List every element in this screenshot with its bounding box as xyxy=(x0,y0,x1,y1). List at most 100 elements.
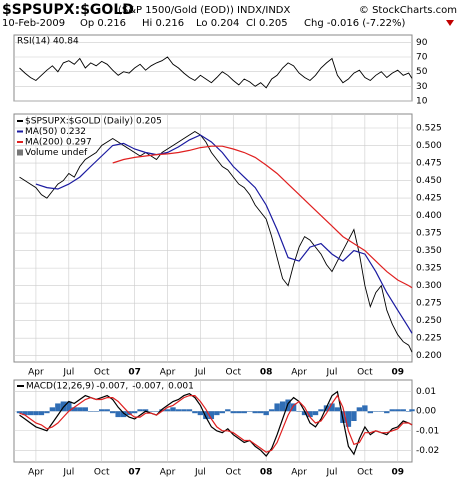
histogram-bar xyxy=(312,411,319,416)
legend-label: -0.007, xyxy=(96,382,128,392)
description: (S&P 1500/Gold (EOD)) INDX/INDX xyxy=(118,5,290,16)
y-tick-label: 0.475 xyxy=(416,159,442,169)
y-tick-label: 0.350 xyxy=(416,246,442,256)
y-tick-label: 0.450 xyxy=(416,176,442,186)
histogram-bar xyxy=(16,411,23,414)
histogram-bar xyxy=(367,411,374,414)
series-line xyxy=(35,134,413,334)
x-tick-label: Apr xyxy=(291,368,307,378)
x-tick-label: 08 xyxy=(260,368,273,378)
histogram-bar xyxy=(389,409,395,412)
histogram-bar xyxy=(175,409,182,412)
histogram-bar xyxy=(351,411,357,421)
histogram-bar xyxy=(186,409,193,412)
histogram-bar xyxy=(219,411,226,414)
x-tick-label: 07 xyxy=(128,468,141,478)
quote-item: Chg -0.016 (-7.22%) xyxy=(304,18,406,29)
histogram-bar xyxy=(236,411,242,414)
histogram-bar xyxy=(71,407,78,412)
legend-label: MA(200) 0.297 xyxy=(25,138,92,148)
x-tick-label: 08 xyxy=(260,468,273,478)
y-tick-label: 0.525 xyxy=(416,124,442,134)
histogram-bar xyxy=(159,409,165,412)
y-tick-label: 0.400 xyxy=(416,211,442,221)
histogram-bar xyxy=(148,411,154,412)
series-line xyxy=(112,145,413,289)
panel-title: MACD(12,26,9) xyxy=(26,382,94,392)
histogram-bar xyxy=(104,409,110,412)
y-tick-label: 0.325 xyxy=(416,264,442,274)
histogram-bar xyxy=(164,409,171,412)
histogram-bar xyxy=(44,411,50,414)
y-tick-label: 0.01 xyxy=(416,387,436,397)
x-tick-label: Oct xyxy=(94,468,110,478)
y-tick-label: -0.02 xyxy=(416,446,439,456)
histogram-bar xyxy=(247,411,253,412)
legend-label: MA(50) 0.232 xyxy=(25,127,86,137)
histogram-bar xyxy=(395,409,401,412)
y-tick-label: 0.375 xyxy=(416,229,442,239)
histogram-bar xyxy=(230,411,236,414)
y-tick-label: 0.300 xyxy=(416,281,442,291)
histogram-bar xyxy=(66,401,72,412)
x-tick-label: Jul xyxy=(326,468,338,478)
y-tick-label: 50 xyxy=(416,67,428,77)
histogram-bar xyxy=(22,411,28,416)
histogram-bar xyxy=(290,403,297,412)
x-tick-label: Jul xyxy=(194,368,206,378)
y-tick-label: 10 xyxy=(416,97,428,107)
histogram-bar xyxy=(406,411,412,412)
x-tick-label: 07 xyxy=(128,368,141,378)
legend-swatch xyxy=(17,149,23,156)
symbol: $SPSUPX:$GOLD xyxy=(2,2,134,18)
y-tick-label: 0.200 xyxy=(416,351,442,361)
histogram-bar xyxy=(88,411,94,412)
quote-item: Lo 0.204 xyxy=(196,18,239,29)
histogram-bar xyxy=(33,411,39,416)
histogram-bar xyxy=(257,411,264,414)
x-tick-label: Apr xyxy=(160,468,176,478)
x-tick-label: Jul xyxy=(62,368,74,378)
panel-title: RSI(14) 40.84 xyxy=(17,37,79,47)
x-tick-label: 09 xyxy=(391,368,404,378)
histogram-bar xyxy=(274,403,280,412)
histogram-bar xyxy=(38,411,45,416)
down-arrow xyxy=(446,20,454,26)
x-tick-label: Oct xyxy=(226,368,242,378)
y-tick-label: 0.250 xyxy=(416,316,442,326)
x-tick-label: Oct xyxy=(94,368,110,378)
x-tick-label: Jul xyxy=(194,468,206,478)
x-tick-label: Apr xyxy=(291,468,307,478)
histogram-bar xyxy=(142,409,149,412)
x-tick-label: Jul xyxy=(62,468,74,478)
histogram-bar xyxy=(252,411,258,414)
histogram-bar xyxy=(296,411,302,412)
series-line xyxy=(19,56,413,89)
histogram-bar xyxy=(329,403,335,412)
histogram-bar xyxy=(362,405,368,412)
legend-label: Volume undef xyxy=(25,148,88,158)
y-tick-label: 0.500 xyxy=(416,141,442,151)
histogram-bar xyxy=(170,407,176,412)
histogram-bar xyxy=(225,409,231,412)
x-tick-label: 09 xyxy=(391,468,404,478)
histogram-bar xyxy=(334,407,341,412)
histogram-bar xyxy=(137,409,143,412)
histogram-bar xyxy=(373,411,379,412)
histogram-bar xyxy=(241,411,247,414)
x-tick-label: Oct xyxy=(226,468,242,478)
histogram-bar xyxy=(120,411,127,418)
quote-item: Hi 0.216 xyxy=(142,18,184,29)
x-tick-label: Apr xyxy=(28,368,44,378)
histogram-bar xyxy=(181,409,187,412)
histogram-bar xyxy=(268,409,275,412)
histogram-bar xyxy=(93,411,99,412)
histogram-bar xyxy=(197,411,204,416)
histogram-bar xyxy=(203,411,209,420)
histogram-bar xyxy=(27,411,34,416)
histogram-bar xyxy=(115,411,121,418)
x-tick-label: Oct xyxy=(357,368,373,378)
histogram-bar xyxy=(409,409,415,412)
histogram-bar xyxy=(131,411,138,414)
